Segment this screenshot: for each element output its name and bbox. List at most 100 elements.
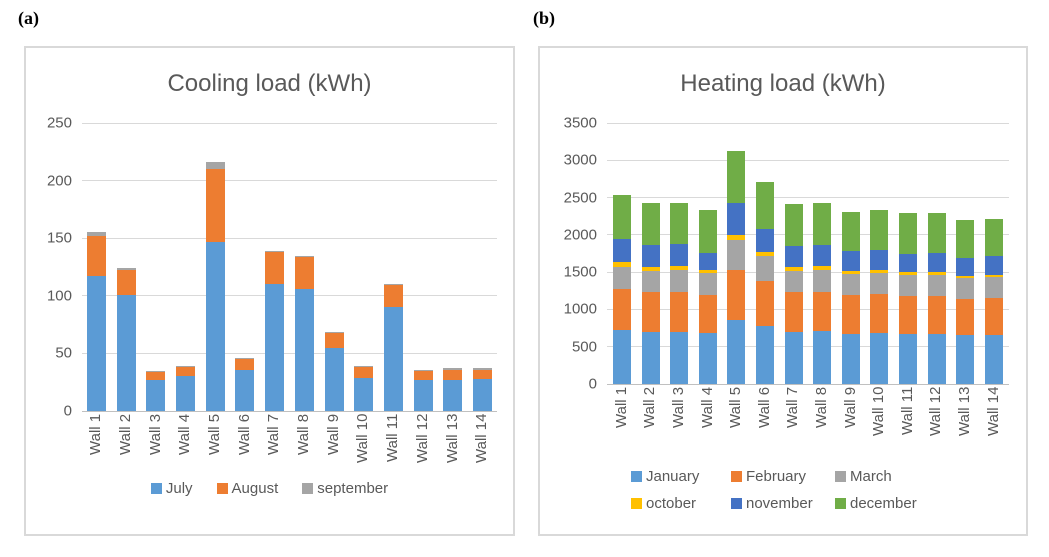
august-segment: [324, 332, 344, 348]
january-segment: [899, 334, 918, 384]
x-axis-label-wall-11: Wall 11: [898, 387, 916, 436]
march-segment: [984, 277, 1003, 299]
bar-wall-5: [205, 162, 225, 411]
bar-wall-8: [294, 255, 314, 411]
heating-x-axis-labels: Wall 1 Wall 2 Wall 3 Wall 4 Wall 5 Wall 6 Wall…: [607, 387, 1009, 447]
december-segment: [870, 210, 889, 250]
november-segment: [613, 238, 631, 263]
legend-swatch-february: [731, 471, 742, 482]
heating-chart-title: Heating load (kWh): [680, 70, 886, 97]
legend-item-january: January: [631, 468, 731, 485]
bar-wall-1: [613, 195, 631, 384]
september-segment: [146, 370, 166, 372]
july-segment: [176, 376, 196, 411]
bars-group: [82, 123, 497, 411]
x-axis-label-wall-5: Wall 5: [206, 414, 223, 456]
march-segment: [756, 256, 775, 282]
x-axis-label-wall-8: Wall 8: [813, 387, 831, 429]
december-segment: [613, 195, 631, 239]
march-segment: [956, 278, 975, 299]
x-axis-label-wall-12: Wall 12: [927, 387, 945, 437]
gridline: [82, 122, 497, 124]
december-segment: [841, 211, 860, 252]
january-segment: [698, 333, 717, 384]
cooling-y-axis-labels: 0 50 100 150 200 250: [26, 116, 72, 419]
october-segment: [641, 266, 660, 271]
march-segment: [870, 272, 889, 294]
january-segment: [813, 331, 832, 384]
january-segment: [670, 331, 689, 384]
bar-wall-11: [899, 213, 918, 384]
february-segment: [984, 298, 1003, 335]
gridline: [607, 271, 1009, 273]
march-segment: [670, 269, 689, 292]
cooling-plot-area: [82, 122, 497, 412]
bar-wall-7: [784, 203, 803, 384]
y-axis-tick-label: 50: [55, 344, 72, 362]
gridline: [82, 180, 497, 182]
january-segment: [641, 331, 660, 384]
october-segment: [956, 275, 975, 279]
october-segment: [813, 266, 832, 271]
bar-wall-2: [116, 268, 136, 411]
figure-label-a: (a): [18, 8, 39, 28]
legend-swatch-august: [216, 483, 228, 494]
gridline: [82, 295, 497, 297]
legend-row: January February March: [540, 468, 1026, 485]
november-segment: [784, 246, 803, 267]
bar-wall-13: [443, 368, 463, 411]
y-axis-tick-label: 3500: [563, 114, 597, 132]
january-segment: [956, 335, 975, 384]
september-segment: [443, 368, 463, 370]
legend-label-february: February: [746, 468, 807, 485]
march-segment: [727, 240, 746, 271]
bar-wall-11: [383, 284, 403, 411]
bar-wall-6: [756, 181, 775, 384]
january-segment: [727, 320, 746, 384]
december-segment: [927, 212, 946, 254]
x-axis-label-wall-9: Wall 9: [841, 387, 859, 429]
cooling-chart-panel: Cooling load (kWh) 0 50 100 150 200 250 Wall …: [24, 46, 515, 536]
x-axis-label-wall-7: Wall 7: [784, 387, 802, 429]
july-segment: [87, 276, 106, 411]
x-axis-label-wall-10: Wall 10: [870, 387, 888, 437]
august-segment: [472, 369, 492, 379]
bar-wall-3: [670, 202, 689, 384]
december-segment: [813, 202, 832, 246]
legend-label-july: July: [165, 480, 193, 497]
august-segment: [116, 270, 136, 295]
heating-legend: January February March october november decem…: [540, 468, 1026, 522]
bar-wall-7: [265, 250, 285, 411]
bar-wall-12: [413, 369, 433, 411]
january-segment: [756, 325, 775, 384]
september-segment: [294, 255, 314, 257]
october-segment: [984, 274, 1003, 278]
august-segment: [235, 359, 255, 370]
legend-label-december: december: [850, 495, 917, 512]
x-axis-label-wall-6: Wall 6: [755, 387, 773, 429]
august-segment: [146, 371, 166, 380]
february-segment: [727, 270, 746, 321]
february-segment: [813, 291, 832, 332]
legend-row: october november december: [540, 495, 1026, 512]
y-axis-tick-label: 1000: [563, 300, 597, 318]
december-segment: [670, 202, 689, 245]
bars-group: [607, 123, 1009, 384]
september-segment: [116, 268, 136, 271]
november-segment: [641, 244, 660, 267]
bar-wall-10: [870, 210, 889, 384]
august-segment: [413, 370, 433, 380]
february-segment: [927, 296, 946, 335]
october-segment: [784, 266, 803, 271]
december-segment: [641, 203, 660, 245]
gridline: [82, 352, 497, 354]
x-axis-line: [607, 383, 1009, 385]
january-segment: [784, 331, 803, 384]
february-segment: [613, 288, 631, 331]
y-axis-tick-label: 100: [46, 287, 72, 305]
july-segment: [443, 379, 463, 411]
bar-wall-2: [641, 203, 660, 384]
legend-label-september: september: [317, 480, 389, 497]
bar-wall-9: [324, 331, 344, 411]
bar-wall-14: [472, 368, 492, 411]
